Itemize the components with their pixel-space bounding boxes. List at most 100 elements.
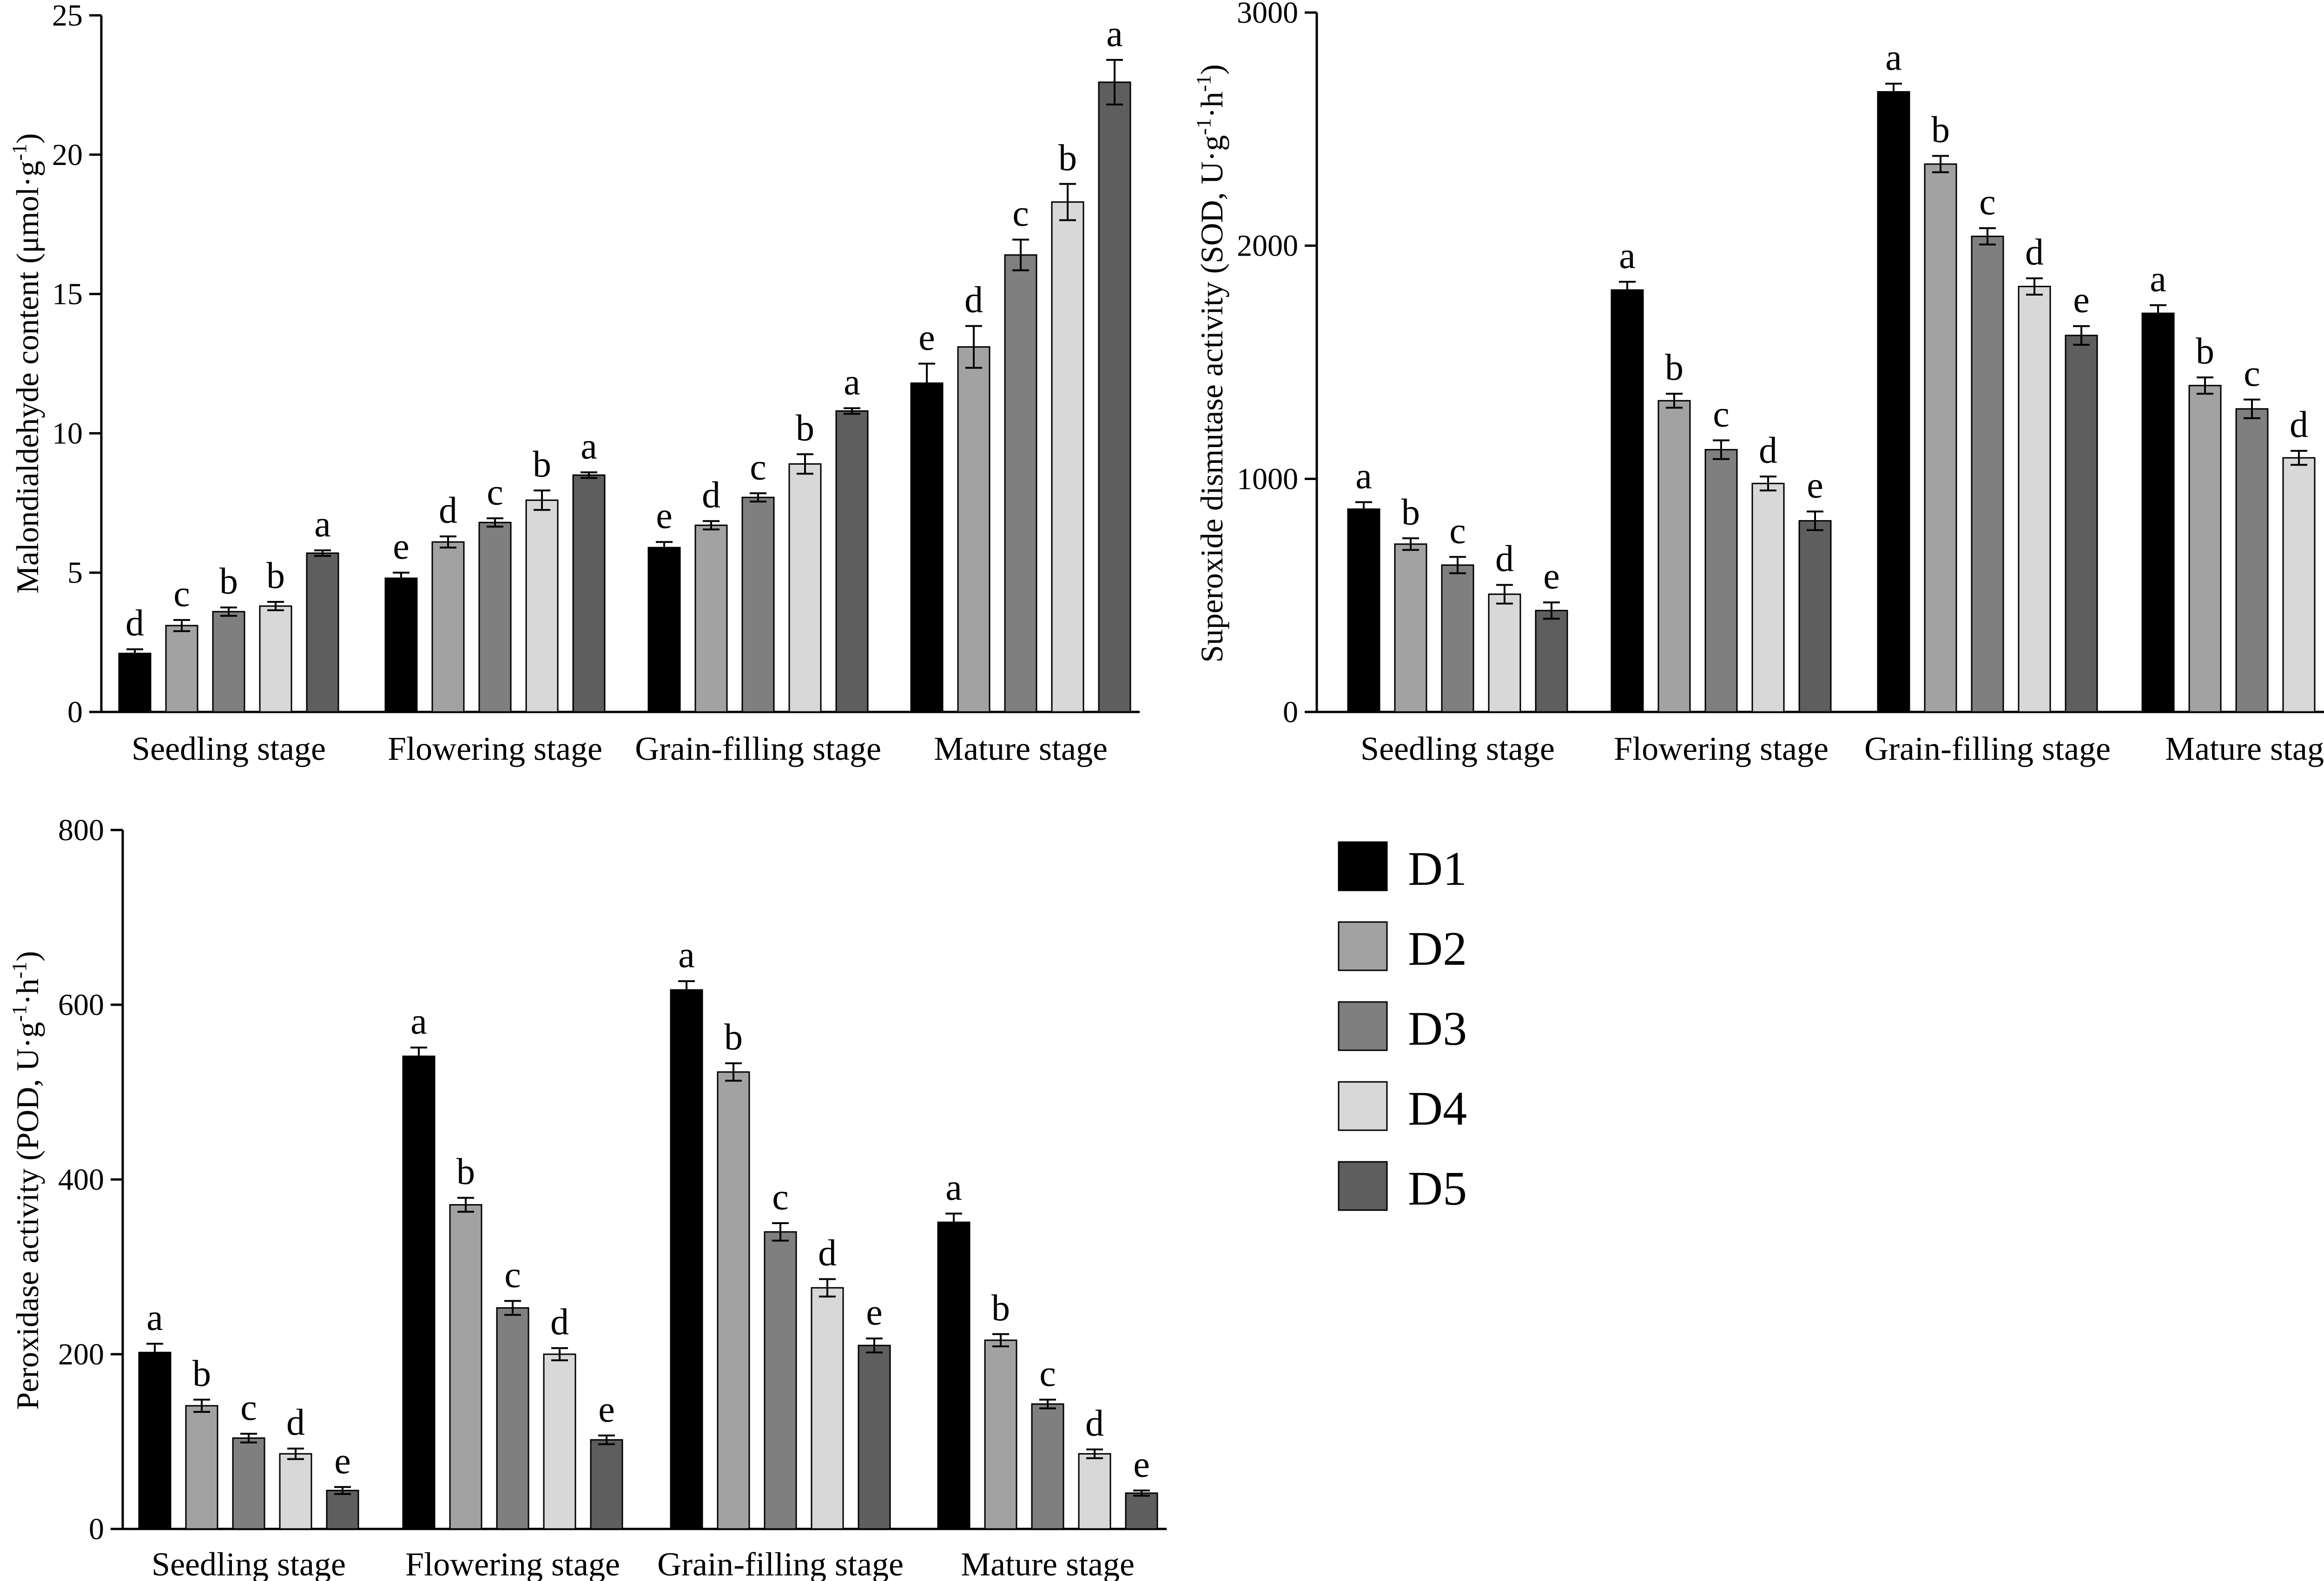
mda-significance-letter: d — [964, 280, 983, 321]
pod-significance-letter: a — [410, 1001, 427, 1042]
mda-bar — [478, 521, 512, 713]
sod-y-axis-title-sup2: -1 — [1192, 75, 1215, 92]
pod-significance-letter: e — [1133, 1444, 1150, 1485]
mda-category-label: Grain-filling stage — [635, 730, 881, 767]
pod-y-axis-title-mid: ·h — [10, 979, 45, 1005]
sod-y-tick-label: 2000 — [1237, 229, 1298, 263]
mda-bar — [835, 410, 869, 713]
sod-significance-letter: d — [1495, 539, 1514, 580]
pod-bar — [858, 1344, 891, 1530]
sod-bar — [1535, 610, 1568, 713]
sod-bar — [2018, 285, 2051, 713]
pod-significance-letter: e — [866, 1292, 883, 1333]
pod-significance-letter: d — [286, 1402, 305, 1443]
pod-bar — [232, 1437, 265, 1530]
sod-significance-letter: b — [1401, 492, 1420, 533]
pod-bar — [496, 1307, 529, 1530]
pod-category-label: Mature stage — [961, 1546, 1135, 1581]
pod-significance-letter: c — [240, 1387, 257, 1428]
mda-significance-letter: e — [656, 495, 673, 536]
legend-label-d4: D4 — [1408, 1082, 1467, 1135]
pod-category-label: Grain-filling stage — [657, 1546, 904, 1581]
mda-bar — [259, 605, 292, 713]
mda-bar — [694, 524, 728, 713]
pod-bar — [1125, 1492, 1158, 1530]
legend-swatch-d2 — [1338, 921, 1388, 971]
mda-bar — [165, 625, 198, 713]
sod-y-axis-title-suffix: ) — [1194, 64, 1229, 75]
pod-bar — [1078, 1453, 1111, 1530]
pod-significance-letter: e — [334, 1441, 351, 1482]
pod-significance-letter: a — [678, 935, 695, 975]
mda-bar — [1004, 254, 1037, 713]
mda-significance-letter: c — [173, 573, 190, 614]
sod-significance-letter: e — [1543, 556, 1560, 597]
sod-y-axis-title-text: Superoxide dismutase activity (SOD, U·g — [1194, 135, 1229, 663]
mda-bar — [788, 463, 822, 713]
sod-bar — [1394, 543, 1427, 713]
sod-y-axis-title-mid: ·h — [1194, 92, 1229, 118]
mda-category-label: Seedling stage — [132, 730, 326, 767]
pod-significance-letter: d — [550, 1302, 569, 1343]
mda-significance-letter: b — [796, 408, 814, 448]
sod-significance-letter: b — [1665, 347, 1684, 388]
sod-y-tick-label: 1000 — [1237, 462, 1298, 496]
mda-significance-letter: b — [1058, 138, 1077, 178]
mda-category-label: Mature stage — [934, 730, 1108, 767]
sod-category-label: Flowering stage — [1614, 730, 1829, 767]
pod-y-axis-title-sup: -1 — [8, 1005, 31, 1022]
legend-swatch-d4 — [1338, 1081, 1388, 1131]
pod-significance-letter: d — [1085, 1403, 1104, 1444]
pod-y-axis-title-sup2: -1 — [8, 962, 31, 979]
mda-significance-letter: a — [314, 504, 331, 545]
sod-y-axis-title: Superoxide dismutase activity (SOD, U·g-… — [1192, 64, 1229, 663]
sod-significance-letter: c — [1979, 182, 1996, 223]
pod-bar — [590, 1439, 623, 1530]
sod-bar — [1877, 91, 1910, 713]
sod-y-tick-label: 0 — [1283, 695, 1298, 729]
mda-bar — [212, 611, 245, 713]
sod-y-axis-title-sup: -1 — [1192, 118, 1215, 135]
mda-significance-letter: a — [581, 426, 597, 467]
legend-swatch-d3 — [1338, 1001, 1388, 1051]
sod-significance-letter: d — [2025, 232, 2044, 273]
mda-category-label: Flowering stage — [388, 730, 602, 767]
legend-label-d5: D5 — [1408, 1162, 1467, 1215]
mda-y-tick-label: 15 — [52, 277, 83, 311]
sod-significance-letter: b — [1931, 110, 1950, 151]
mda-bar — [1098, 81, 1131, 713]
sod-significance-letter: b — [2196, 331, 2214, 372]
mda-bar — [910, 382, 944, 713]
pod-bar — [326, 1489, 359, 1530]
pod-y-axis-title-text: Peroxidase activity (POD, U·g — [10, 1022, 45, 1410]
pod-significance-letter: e — [598, 1389, 615, 1430]
pod-significance-letter: b — [192, 1353, 211, 1394]
sod-category-label: Mature stage — [2165, 730, 2324, 767]
mda-y-axis-title-text: Malondialdehyde content (μmol·g — [10, 161, 45, 594]
pod-significance-letter: d — [818, 1232, 837, 1273]
pod-y-axis-title: Peroxidase activity (POD, U·g-1·h-1) — [8, 951, 45, 1410]
mda-bar — [431, 541, 465, 713]
mda-bar — [741, 496, 775, 713]
pod-significance-letter: c — [1039, 1353, 1056, 1394]
pod-significance-letter: b — [456, 1151, 475, 1192]
pod-significance-letter: b — [991, 1288, 1010, 1329]
mda-chart: 0 5 10 15 20 25 Malondialdehyde content (μmol·… — [8, 0, 1140, 767]
pod-bar — [811, 1287, 844, 1530]
pod-bar — [402, 1055, 436, 1530]
pod-bar — [185, 1405, 218, 1530]
pod-bar — [1031, 1403, 1064, 1530]
mda-bar — [572, 474, 606, 713]
mda-significance-letter: e — [393, 526, 409, 567]
sod-bar — [1798, 520, 1832, 713]
mda-significance-letter: b — [266, 555, 285, 596]
pod-bar — [937, 1221, 971, 1530]
pod-y-tick-label: 0 — [89, 1512, 104, 1546]
sod-significance-letter: e — [1807, 465, 1823, 506]
legend-label-d3: D3 — [1408, 1002, 1467, 1055]
sod-chart: 0 1000 2000 3000 Superoxide dismutase activi… — [1192, 0, 2324, 767]
sod-category-label: Seedling stage — [1360, 730, 1555, 767]
sod-bar — [2235, 408, 2269, 713]
mda-y-axis-title-sup: -1 — [8, 144, 31, 161]
